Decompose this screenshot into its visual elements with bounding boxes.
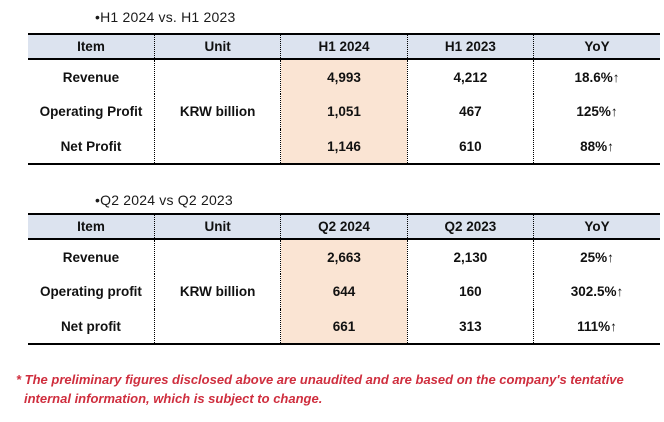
col-header-yoy: YoY (533, 34, 660, 60)
col-header-item: Item (28, 34, 155, 60)
row-label-net-profit: Net Profit (28, 129, 155, 164)
previous-value-cell: 467 (406, 94, 534, 129)
previous-value-cell: 160 (406, 274, 534, 309)
previous-value-cell: 4,212 (406, 59, 534, 94)
col-header-q2-2023: Q2 2023 (406, 214, 534, 240)
table-row: Revenue KRW billion 2,663 2,130 25%↑ (28, 239, 660, 344)
row-label-operating-profit: Operating profit (28, 274, 155, 309)
h1-table-body: Revenue KRW billion 4,993 4,212 18.6%↑ O… (28, 59, 660, 164)
row-label-revenue: Revenue (28, 59, 155, 94)
q2-table-body: Revenue KRW billion 2,663 2,130 25%↑ Ope… (28, 239, 660, 344)
previous-value-cell: 313 (406, 309, 534, 344)
header-row: Item Unit H1 2024 H1 2023 YoY (28, 34, 660, 60)
q2-table-title: •Q2 2024 vs Q2 2023 (95, 192, 233, 208)
h1-comparison-table: Item Unit H1 2024 H1 2023 YoY Revenue KR… (28, 33, 660, 165)
q2-comparison-table: Item Unit Q2 2024 Q2 2023 YoY Revenue KR… (28, 213, 660, 345)
yoy-value-cell: 111%↑ (533, 309, 660, 344)
col-header-q2-2024: Q2 2024 (280, 214, 408, 240)
col-header-item: Item (28, 214, 155, 240)
col-header-h1-2023: H1 2023 (406, 34, 534, 60)
yoy-value-cell: 18.6%↑ (533, 59, 660, 94)
previous-value-cell: 2,130 (406, 239, 534, 274)
col-header-yoy: YoY (533, 214, 660, 240)
col-header-h1-2024: H1 2024 (280, 34, 408, 60)
table-row: Net Profit 1,146 610 88%↑ (28, 129, 660, 164)
disclaimer-footnote: * The preliminary figures disclosed abov… (16, 372, 624, 406)
unit-cell: KRW billion (153, 239, 281, 344)
row-label-revenue: Revenue (28, 239, 155, 274)
current-value-cell: 644 (280, 274, 408, 309)
current-value-cell: 661 (280, 309, 408, 344)
yoy-value-cell: 302.5%↑ (533, 274, 660, 309)
col-header-unit: Unit (153, 214, 281, 240)
row-label-operating-profit: Operating Profit (28, 94, 155, 129)
table-row: Net profit 661 313 111%↑ (28, 309, 660, 344)
h1-table-header: Item Unit H1 2024 H1 2023 YoY (28, 34, 660, 60)
current-value-cell: 2,663 (280, 239, 408, 274)
yoy-value-cell: 125%↑ (533, 94, 660, 129)
current-value-cell: 1,146 (280, 129, 408, 164)
unit-cell: KRW billion (153, 59, 281, 164)
table-row: Operating Profit 1,051 467 125%↑ (28, 94, 660, 129)
current-value-cell: 1,051 (280, 94, 408, 129)
table-row: Operating profit 644 160 302.5%↑ (28, 274, 660, 309)
header-row: Item Unit Q2 2024 Q2 2023 YoY (28, 214, 660, 240)
table-row: Revenue KRW billion 4,993 4,212 18.6%↑ (28, 59, 660, 164)
h1-table-title: •H1 2024 vs. H1 2023 (95, 9, 236, 25)
row-label-net-profit: Net profit (28, 309, 155, 344)
col-header-unit: Unit (153, 34, 281, 60)
yoy-value-cell: 88%↑ (533, 129, 660, 164)
q2-table-header: Item Unit Q2 2024 Q2 2023 YoY (28, 214, 660, 240)
yoy-value-cell: 25%↑ (533, 239, 660, 274)
previous-value-cell: 610 (406, 129, 534, 164)
current-value-cell: 4,993 (280, 59, 408, 94)
